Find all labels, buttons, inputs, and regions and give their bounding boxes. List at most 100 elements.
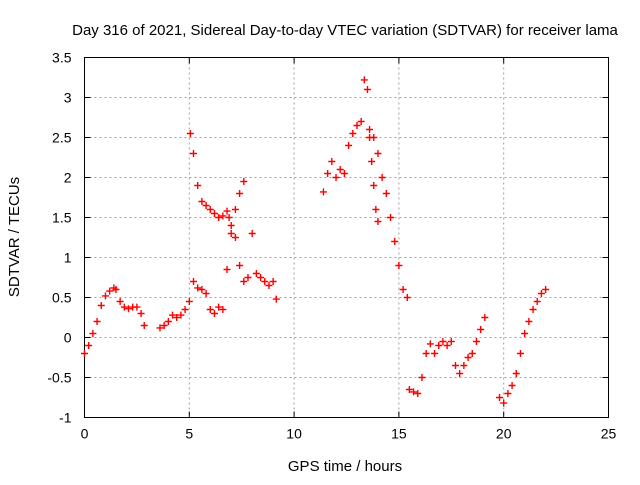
data-point-marker (265, 282, 273, 289)
data-point-marker (336, 166, 344, 173)
y-tick-label: 1.5 (52, 210, 72, 226)
data-point-marker (206, 206, 214, 213)
data-point-marker (225, 214, 233, 221)
data-point-marker (257, 274, 265, 281)
data-point-marker (451, 362, 459, 369)
data-point-marker (198, 198, 206, 205)
data-point-marker (366, 134, 374, 141)
data-point-marker (272, 295, 280, 303)
data-point-marker (210, 210, 218, 217)
data-point-marker (198, 286, 206, 293)
data-point-marker (533, 298, 541, 305)
data-point-marker (186, 130, 194, 137)
data-point-marker (472, 338, 480, 345)
data-point-marker (477, 326, 485, 333)
data-point-marker (231, 234, 239, 241)
data-point-marker (194, 284, 202, 292)
y-tick-labels: -1 -0.5 0 0.5 1 1.5 2 2.5 3 3.5 (47, 50, 71, 426)
data-point-marker (248, 230, 256, 237)
data-point-marker (169, 311, 177, 319)
data-point-marker (345, 142, 353, 149)
data-point-marker (481, 314, 489, 321)
data-point-marker (387, 214, 395, 221)
data-point-marker (189, 150, 197, 157)
data-point-marker (443, 342, 451, 349)
data-point-marker (231, 206, 239, 213)
x-tick-labels: 0 5 10 15 20 25 (81, 426, 617, 442)
data-point-marker (93, 318, 101, 325)
y-tick-label: 3 (64, 90, 72, 106)
grid-lines (84, 57, 609, 418)
data-point-marker (227, 230, 235, 237)
data-point-marker (116, 298, 124, 305)
y-tick-label: 1 (64, 250, 72, 266)
data-point-marker (368, 158, 376, 165)
y-tick-label: -1 (59, 410, 72, 426)
data-point-marker (426, 340, 434, 348)
data-point-marker (269, 278, 277, 285)
axis-ticks (84, 57, 609, 418)
data-point-marker (537, 290, 545, 297)
data-point-marker (422, 350, 430, 357)
x-tick-label: 20 (496, 426, 512, 442)
data-point-marker (410, 388, 418, 396)
data-point-marker (240, 278, 248, 285)
data-point-marker (202, 202, 210, 209)
data-point-marker (227, 222, 235, 229)
y-tick-label: 0 (64, 330, 72, 346)
data-point-marker (89, 330, 97, 337)
data-point-marker (202, 290, 210, 297)
data-point-marker (496, 394, 504, 401)
data-point-marker (219, 306, 227, 313)
x-tick-label: 15 (391, 426, 407, 442)
data-point-marker (542, 286, 550, 293)
data-point-marker (223, 207, 231, 215)
data-point-marker (215, 303, 223, 311)
data-point-marker (261, 278, 269, 285)
data-point-marker (374, 218, 382, 225)
data-point-marker (332, 174, 340, 181)
data-point-marker (447, 338, 455, 345)
data-point-marker (240, 178, 248, 185)
data-point-marker (189, 278, 197, 285)
x-tick-label: 0 (81, 426, 89, 442)
data-point-marker (395, 262, 403, 269)
x-tick-label: 5 (185, 426, 193, 442)
data-point-marker (181, 306, 189, 313)
data-point-marker (431, 350, 439, 357)
data-point-marker (125, 305, 133, 313)
data-point-marker (382, 190, 390, 197)
y-tick-label: -0.5 (47, 370, 71, 386)
data-point-marker (391, 238, 399, 245)
x-axis-title: GPS time / hours (288, 458, 402, 475)
data-point-marker (521, 330, 529, 337)
data-point-marker (435, 342, 443, 349)
data-point-marker (439, 338, 447, 345)
data-point-marker (112, 286, 120, 293)
data-point-marker (236, 190, 244, 197)
data-point-marker (101, 292, 109, 300)
data-point-marker (340, 170, 348, 177)
data-point-marker (236, 262, 244, 269)
data-points (81, 76, 550, 407)
data-point-marker (81, 350, 88, 357)
data-point-marker (210, 310, 218, 317)
data-point-marker (140, 322, 148, 329)
data-point-marker (106, 287, 114, 295)
data-point-marker (173, 314, 181, 321)
data-point-marker (374, 150, 382, 157)
data-point-marker (177, 311, 185, 319)
data-point-marker (529, 306, 537, 313)
data-point-marker (97, 302, 105, 309)
data-point-marker (418, 374, 426, 381)
data-point-marker (525, 318, 533, 325)
data-point-marker (508, 382, 516, 389)
data-point-marker (133, 303, 141, 311)
data-point-marker (324, 170, 332, 177)
data-point-marker (215, 214, 223, 221)
data-point-marker (185, 298, 193, 305)
data-point-marker (120, 303, 128, 311)
plot-frame (84, 57, 609, 418)
data-point-marker (219, 212, 227, 220)
